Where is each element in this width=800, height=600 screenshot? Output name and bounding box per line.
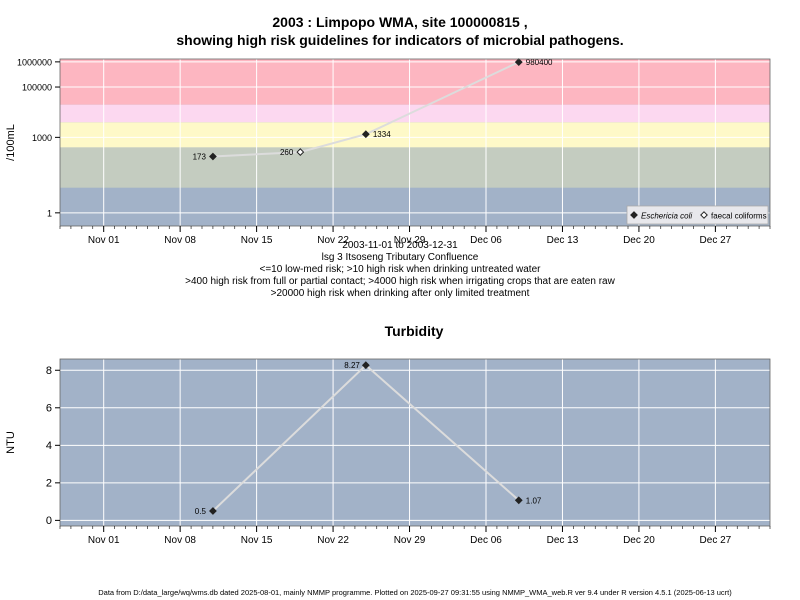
caption-guideline-contact: >400 high risk from full or partial cont… <box>185 276 615 287</box>
footer-note: Data from D:/data_large/wq/wms.db dated … <box>98 588 732 597</box>
x-tick-label: Nov 01 <box>88 535 120 546</box>
x-tick-label: Dec 20 <box>623 235 655 246</box>
y-tick-label: 2 <box>46 477 52 489</box>
risk-band <box>60 104 770 123</box>
risk-band <box>60 122 770 148</box>
ecoli-point <box>361 130 370 139</box>
legend-faecal-marker <box>700 211 708 219</box>
plot-frame <box>59 58 771 227</box>
data-label: 8.27 <box>344 361 360 370</box>
caption-site-name: lsg 3 Itsoseng Tributary Confluence <box>321 252 479 263</box>
x-tick-label: Nov 29 <box>394 235 426 246</box>
x-tick-label: Dec 27 <box>700 535 732 546</box>
y-tick-label: 100000 <box>22 83 52 93</box>
x-tick-label: Dec 27 <box>700 235 732 246</box>
ecoli-point <box>209 152 217 161</box>
data-label: 173 <box>193 153 207 162</box>
data-label: 1.07 <box>526 496 542 505</box>
x-tick-label: Dec 20 <box>623 535 655 546</box>
data-label: 0.5 <box>195 507 207 516</box>
chart-title-line-2: showing high risk guidelines for indicat… <box>176 32 624 48</box>
x-tick-label: Nov 29 <box>394 535 426 546</box>
legend-faecal-label: faecal coliforms <box>711 212 767 221</box>
x-tick-label: Nov 22 <box>317 235 349 246</box>
x-tick-label: Nov 15 <box>241 235 273 246</box>
caption-guideline-drinking: <=10 low-med risk; >10 high risk when dr… <box>259 264 541 275</box>
risk-band <box>60 147 770 188</box>
x-tick-label: Nov 01 <box>88 235 120 246</box>
turbidity-title: Turbidity <box>385 323 444 339</box>
risk-band <box>60 59 770 105</box>
y-tick-label: 1000000 <box>17 57 52 67</box>
ecoli-point <box>514 58 523 66</box>
turbidity-chart: Turbidity 0.5 8.27 1.07 Nov 01 Nov 08 Nov 15 No… <box>5 323 771 546</box>
turbidity-point <box>361 361 370 370</box>
legend-ecoli-label: Eschericia coli <box>641 212 692 221</box>
faecal-coliforms-point <box>296 148 305 156</box>
x-tick-label: Dec 13 <box>547 535 579 546</box>
data-label: 980400 <box>526 58 553 67</box>
y-axis-label: NTU <box>5 431 17 454</box>
x-tick-label: Nov 22 <box>317 535 349 546</box>
microbial-chart: 173 260 1334 980400 Eschericia coli faecal co… <box>5 57 771 246</box>
caption-date-range: 2003-11-01 to 2003-12-31 <box>342 240 458 251</box>
caption-guideline-treatment: >20000 high risk when drinking after onl… <box>270 288 530 299</box>
x-tick-label: Dec 06 <box>470 535 502 546</box>
legend: Eschericia coli faecal coliforms <box>626 205 769 225</box>
plot-background <box>60 359 770 526</box>
legend-ecoli-marker <box>630 211 638 219</box>
data-label: 1334 <box>373 130 391 139</box>
chart-title-line-1: 2003 : Limpopo WMA, site 100000815 , <box>272 14 528 30</box>
turbidity-point <box>209 507 217 515</box>
legend-box <box>626 205 769 225</box>
x-tick-label: Nov 08 <box>164 235 196 246</box>
y-tick-label: 6 <box>46 402 52 414</box>
y-axis-label: /100mL <box>5 124 17 161</box>
y-tick-label: 1 <box>47 208 52 218</box>
y-tick-label: 4 <box>46 440 52 452</box>
data-label: 260 <box>280 148 294 157</box>
x-tick-label: Dec 06 <box>470 235 502 246</box>
y-tick-label: 1000 <box>32 133 52 143</box>
plot-frame <box>59 358 771 527</box>
x-tick-label: Nov 15 <box>241 535 273 546</box>
series-line <box>212 61 520 158</box>
turbidity-point <box>514 496 523 505</box>
y-tick-label: 8 <box>46 365 52 377</box>
x-tick-label: Dec 13 <box>547 235 579 246</box>
y-tick-label: 0 <box>46 515 52 527</box>
x-tick-label: Nov 08 <box>164 535 196 546</box>
